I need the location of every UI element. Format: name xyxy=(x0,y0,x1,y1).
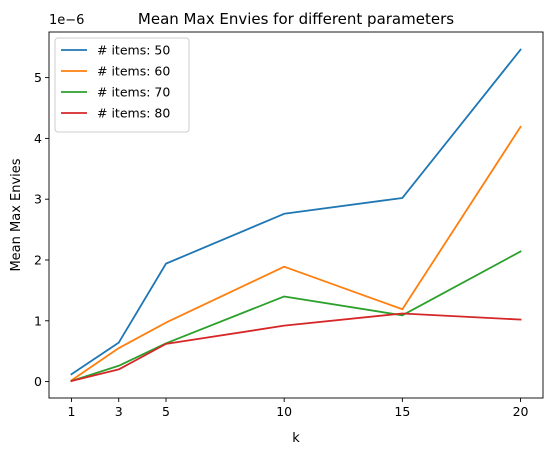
legend-label: # items: 70 xyxy=(97,85,170,100)
legend-label: # items: 50 xyxy=(97,43,170,58)
x-tick-label: 1 xyxy=(67,404,75,419)
x-tick-label: 15 xyxy=(394,404,410,419)
series-line-3 xyxy=(70,250,522,383)
y-offset-text: 1e−6 xyxy=(49,13,84,28)
y-tick-label: 0 xyxy=(34,374,42,389)
x-tick-label: 5 xyxy=(162,404,170,419)
y-tick-label: 3 xyxy=(34,192,42,207)
series-line-4 xyxy=(70,312,522,383)
y-tick-label: 5 xyxy=(34,70,42,85)
chart-title: Mean Max Envies for different parameters xyxy=(138,10,454,28)
y-tick-label: 2 xyxy=(34,252,42,267)
series-line-2 xyxy=(70,125,522,382)
series-line-1 xyxy=(70,48,522,376)
legend-box xyxy=(54,37,190,133)
y-tick-label: 1 xyxy=(34,313,42,328)
legend: # items: 50 # items: 60 # items: 70 # items… xyxy=(54,37,190,133)
legend-label: # items: 80 xyxy=(97,106,170,121)
y-tick-label: 4 xyxy=(34,131,42,146)
legend-label: # items: 60 xyxy=(97,64,170,79)
x-tick-label: 10 xyxy=(276,404,292,419)
x-axis-label: k xyxy=(292,431,300,446)
y-axis-label: Mean Max Envies xyxy=(9,158,24,271)
x-tick-label: 20 xyxy=(513,404,529,419)
axes-frame xyxy=(48,31,544,399)
x-tick-label: 3 xyxy=(115,404,123,419)
